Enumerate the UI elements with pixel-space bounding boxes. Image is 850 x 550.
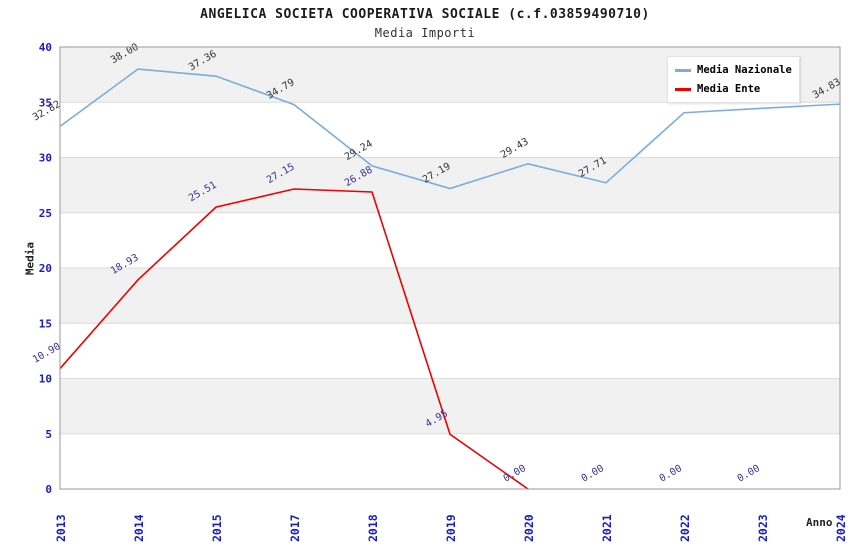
x-tick-label: 2019: [444, 514, 458, 542]
legend-swatch-media-nazionale: [675, 68, 691, 72]
y-tick-label: 0: [45, 483, 52, 496]
y-tick-label: 10: [39, 373, 52, 386]
plot-band: [60, 157, 840, 213]
x-tick-label: 2013: [54, 514, 68, 542]
plot-band: [60, 268, 840, 324]
y-tick-label: 20: [39, 262, 52, 275]
y-tick-label: 5: [45, 428, 52, 441]
point-label: 0.00: [736, 463, 762, 485]
y-tick-label: 30: [39, 152, 52, 165]
legend-item-label: Media Ente: [697, 83, 761, 95]
y-axis-title: Media: [23, 241, 37, 276]
series-line-media-ente: [59, 188, 529, 490]
y-tick-label: 15: [39, 317, 52, 330]
x-tick-label: 2022: [678, 514, 692, 542]
plot-border: [59, 46, 841, 490]
x-tick-label: 2024: [834, 514, 848, 542]
y-tick-label: 40: [39, 41, 52, 54]
legend-box: Media Nazionale Media Ente: [667, 56, 800, 103]
point-label: 0.00: [580, 463, 606, 485]
legend-swatch-media-ente: [675, 87, 691, 91]
x-tick-label: 2021: [600, 514, 614, 542]
chart-subtitle: Media Importi: [374, 26, 476, 40]
x-tick-label: 2020: [522, 514, 536, 542]
plot-band: [60, 378, 840, 434]
y-tick-label: 25: [39, 207, 52, 220]
x-tick-label: 2015: [210, 514, 224, 542]
series-line-media-nazionale: [59, 68, 841, 190]
y-tick-label: 35: [39, 96, 52, 109]
point-label: 10.90: [31, 341, 63, 366]
chart-title: ANGELICA SOCIETA COOPERATIVA SOCIALE (c.…: [200, 7, 650, 22]
legend-item-media-nazionale: Media Nazionale: [675, 64, 792, 76]
point-label: 0.00: [658, 463, 684, 485]
x-tick-label: 2017: [288, 514, 302, 542]
x-tick-label: 2018: [366, 514, 380, 542]
x-tick-label: 2014: [132, 514, 146, 542]
legend-item-media-ente: Media Ente: [675, 83, 792, 95]
x-axis-title: Anno: [806, 516, 833, 529]
x-tick-label: 2023: [756, 514, 770, 542]
point-label: 0.00: [502, 463, 528, 485]
legend-item-label: Media Nazionale: [697, 64, 792, 76]
